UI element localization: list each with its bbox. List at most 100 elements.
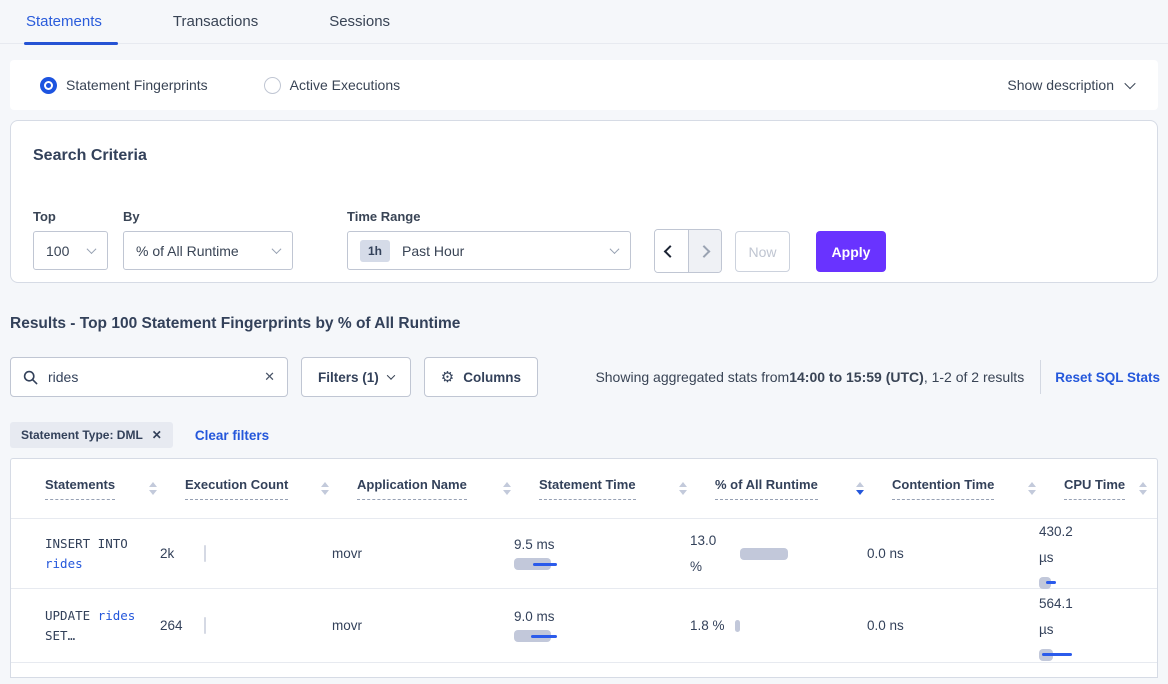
time-range-badge: 1h — [360, 239, 391, 262]
runtime-pct-bar — [734, 619, 745, 632]
column-header-statement-time[interactable]: Statement Time — [539, 477, 715, 500]
chevron-down-icon — [1124, 77, 1136, 90]
radio-selected-icon — [40, 76, 57, 94]
statement-cell: UPDATE rides SET… — [45, 606, 160, 646]
aggregated-stats-text: Showing aggregated stats from 14:00 to 1… — [595, 369, 1024, 385]
runtime-pct-cell: 13.0 % — [690, 528, 867, 580]
sql-keyword: SET… — [45, 627, 76, 643]
tab-transactions[interactable]: Transactions — [172, 13, 259, 30]
show-description-toggle[interactable]: Show description — [1007, 77, 1136, 93]
chevron-down-icon — [609, 244, 620, 255]
by-select[interactable]: % of All Runtime — [123, 231, 293, 270]
execution-count-bar — [204, 617, 206, 634]
statement-link[interactable]: rides — [45, 555, 83, 571]
cpu-time-cell: 564.1 µs — [1039, 591, 1157, 661]
time-pager — [654, 229, 722, 273]
results-heading: Results - Top 100 Statement Fingerprints… — [10, 315, 461, 332]
search-box[interactable]: ✕ — [10, 357, 288, 397]
time-range-label: Time Range — [347, 209, 421, 224]
sort-icon[interactable] — [1139, 482, 1147, 495]
chevron-down-icon — [86, 244, 97, 255]
search-criteria-card: Search Criteria Top 100 By % of All Runt… — [10, 120, 1158, 283]
radio-statement-fingerprints[interactable]: Statement Fingerprints — [40, 76, 208, 94]
filters-button[interactable]: Filters (1) — [301, 357, 411, 397]
sort-icon[interactable] — [503, 482, 511, 495]
chevron-left-icon — [663, 244, 677, 258]
by-select-value: % of All Runtime — [136, 242, 239, 259]
sql-keyword: INSERT INTO — [45, 535, 128, 551]
radio-active-executions-label: Active Executions — [289, 77, 401, 93]
column-header-statements[interactable]: Statements — [45, 477, 185, 500]
chevron-right-icon — [697, 244, 710, 258]
cpu-time-bar — [1039, 576, 1089, 589]
column-header-cpu-time[interactable]: CPU Time — [1064, 477, 1157, 500]
column-header-application-name[interactable]: Application Name — [357, 477, 539, 500]
application-name-cell: movr — [332, 546, 362, 561]
table-row: INSERT INTO rides 2k movr 9.5 ms 13.0 % — [11, 519, 1157, 589]
application-name-cell: movr — [332, 618, 362, 633]
cpu-time-bar — [1039, 648, 1089, 661]
remove-filter-icon[interactable]: ✕ — [151, 428, 162, 442]
statement-link[interactable]: rides — [97, 607, 136, 623]
top-select-value: 100 — [46, 242, 70, 259]
top-label: Top — [33, 209, 56, 224]
filters-label: Filters (1) — [318, 369, 379, 385]
view-toggle-bar: Statement Fingerprints Active Executions… — [10, 60, 1158, 110]
execution-count-cell: 264 — [160, 617, 332, 634]
filter-chip-statement-type[interactable]: Statement Type: DML ✕ — [10, 422, 173, 448]
statement-time-cell: 9.5 ms — [514, 537, 690, 570]
chevron-down-icon — [386, 371, 396, 380]
search-criteria-title: Search Criteria — [33, 147, 147, 164]
apply-button[interactable]: Apply — [816, 231, 886, 272]
tab-sessions[interactable]: Sessions — [329, 13, 391, 30]
reset-sql-stats-link[interactable]: Reset SQL Stats — [1055, 369, 1160, 385]
top-select[interactable]: 100 — [33, 231, 108, 270]
show-description-label: Show description — [1007, 77, 1114, 93]
sql-keyword: UPDATE — [45, 607, 98, 623]
clear-filters-link[interactable]: Clear filters — [194, 427, 270, 443]
filter-chip-label: Statement Type: DML — [21, 428, 143, 442]
prev-time-button[interactable] — [655, 230, 688, 272]
statement-time-cell: 9.0 ms — [514, 609, 690, 642]
by-label: By — [123, 209, 140, 224]
results-controls: ✕ Filters (1) ⚙ Columns Showing aggregat… — [10, 357, 1160, 397]
statements-table: Statements Execution Count Application N… — [10, 458, 1158, 678]
filter-chips-row: Statement Type: DML ✕ Clear filters — [10, 422, 269, 448]
time-range-select[interactable]: 1h Past Hour — [347, 231, 631, 270]
radio-active-executions[interactable]: Active Executions — [263, 76, 401, 94]
column-header-runtime-pct[interactable]: % of All Runtime — [715, 477, 892, 500]
runtime-pct-bar — [740, 547, 790, 560]
tab-statements[interactable]: Statements — [24, 0, 118, 45]
columns-button[interactable]: ⚙ Columns — [423, 357, 538, 397]
table-header-row: Statements Execution Count Application N… — [11, 459, 1157, 519]
sort-icon[interactable] — [679, 482, 687, 495]
now-button[interactable]: Now — [735, 231, 790, 272]
top-tab-bar: Statements Transactions Sessions — [0, 0, 1168, 45]
column-header-execution-count[interactable]: Execution Count — [185, 477, 357, 500]
search-input[interactable] — [48, 369, 255, 385]
radio-statement-fingerprints-label: Statement Fingerprints — [66, 77, 208, 93]
stats-suffix: , 1-2 of 2 results — [923, 369, 1025, 385]
sort-icon[interactable] — [321, 482, 329, 495]
sort-icon[interactable] — [1028, 482, 1036, 495]
clear-search-icon[interactable]: ✕ — [264, 369, 275, 384]
statement-cell: INSERT INTO rides — [45, 534, 160, 574]
columns-label: Columns — [463, 369, 521, 385]
execution-count-bar — [204, 545, 206, 562]
chevron-down-icon — [271, 244, 282, 255]
stats-prefix: Showing aggregated stats from — [595, 369, 790, 385]
contention-time-cell: 0.0 ns — [867, 546, 904, 561]
statement-time-bar — [514, 558, 584, 570]
sort-icon[interactable] — [149, 482, 157, 495]
sort-icon[interactable] — [856, 482, 864, 495]
contention-time-cell: 0.0 ns — [867, 618, 904, 633]
by-field: By % of All Runtime — [123, 209, 347, 270]
cpu-time-cell: 430.2 µs — [1039, 519, 1157, 589]
search-criteria-form: Top 100 By % of All Runtime Time Range 1… — [33, 209, 1135, 273]
column-header-contention-time[interactable]: Contention Time — [892, 477, 1064, 500]
next-time-button[interactable] — [688, 230, 721, 272]
table-row: UPDATE rides SET… 264 movr 9.0 ms 1.8 % — [11, 589, 1157, 663]
runtime-pct-cell: 1.8 % — [690, 613, 867, 639]
time-range-field: Time Range 1h Past Hour — [347, 209, 631, 270]
